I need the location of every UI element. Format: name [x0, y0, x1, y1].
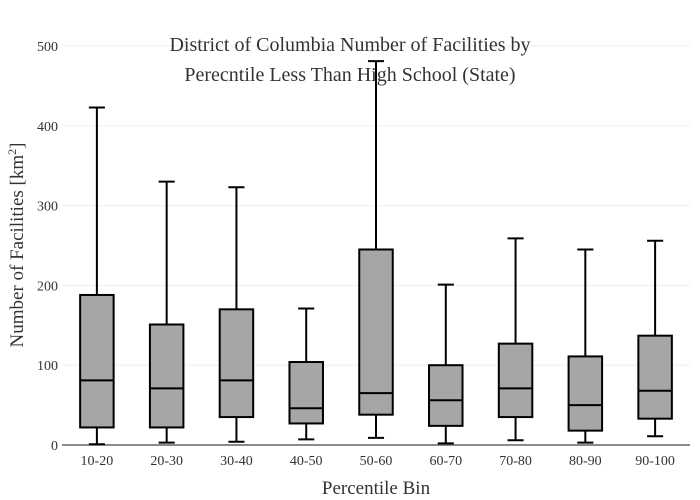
x-tick-label: 90-100: [635, 454, 675, 469]
y-axis-label: Number of Facilities [km2]: [5, 143, 28, 348]
x-tick-label: 70-80: [499, 454, 532, 469]
iqr-box: [428, 364, 464, 427]
x-tick-label: 10-20: [81, 454, 114, 469]
x-tick-label: 20-30: [150, 454, 183, 469]
y-tick-label: 400: [37, 120, 58, 135]
y-axis-ticks: 0 100 200 300 400 500: [37, 40, 58, 454]
y-tick-label: 200: [37, 279, 58, 294]
x-axis-label: Percentile Bin: [322, 478, 431, 499]
x-tick-label: 40-50: [290, 454, 323, 469]
box-60-70: [428, 283, 464, 445]
iqr-box: [567, 355, 604, 432]
box-10-20: [79, 106, 115, 446]
x-tick-label: 30-40: [220, 454, 253, 469]
chart-title-line-1: District of Columbia Number of Facilitie…: [169, 34, 530, 56]
iqr-box: [288, 361, 324, 425]
iqr-box: [497, 342, 534, 419]
iqr-box: [79, 293, 115, 429]
iqr-box: [637, 334, 673, 420]
iqr-box: [358, 248, 394, 416]
x-tick-label: 60-70: [429, 454, 462, 469]
box-30-40: [218, 186, 255, 443]
box-40-50: [288, 307, 324, 441]
iqr-box: [148, 323, 185, 429]
box-70-80: [497, 237, 534, 442]
iqr-box: [218, 308, 255, 419]
chart-title-line-2: Perecntile Less Than High School (State): [184, 64, 515, 86]
box-20-30: [148, 180, 185, 444]
box-50-60: [358, 60, 394, 439]
y-axis-label-main: Number of Facilities [km: [7, 155, 28, 348]
y-axis-label-superscript: 2: [5, 149, 19, 155]
box-series: [79, 60, 673, 446]
box-80-90: [567, 248, 604, 444]
x-tick-label: 50-60: [360, 454, 393, 469]
x-tick-label: 80-90: [569, 454, 602, 469]
y-tick-label: 300: [37, 200, 58, 215]
y-tick-label: 100: [37, 359, 58, 374]
y-axis-label-end: ]: [7, 143, 28, 149]
y-tick-label: 500: [37, 40, 58, 55]
y-tick-label: 0: [51, 439, 58, 454]
x-axis-ticks: 10-20 20-30 30-40 40-50 50-60 60-70 70-80 80-90…: [81, 454, 675, 469]
box-90-100: [637, 239, 673, 438]
